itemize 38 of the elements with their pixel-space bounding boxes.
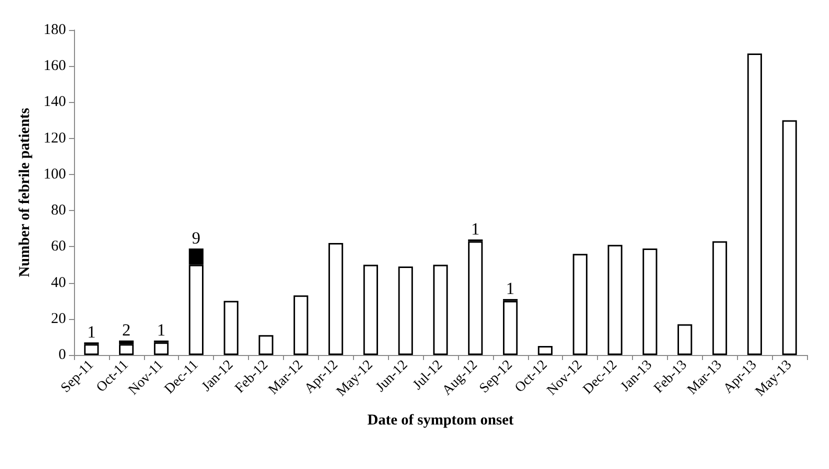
bar (468, 241, 483, 355)
data-label: 1 (506, 279, 515, 298)
y-tick-label: 160 (44, 58, 66, 74)
x-axis-title: Date of symptom onset (367, 412, 514, 428)
bar (712, 241, 728, 355)
data-label: 1 (87, 322, 96, 342)
bar (84, 344, 99, 355)
bar (608, 244, 622, 355)
y-tick-label: 120 (44, 130, 66, 146)
bar (572, 254, 588, 355)
y-tick-label: 20 (51, 310, 66, 327)
bar (258, 335, 274, 355)
bar (294, 295, 308, 355)
data-label: 2 (122, 320, 131, 340)
y-tick-label: 140 (44, 94, 66, 110)
bar (398, 266, 413, 355)
y-tick-label: 100 (44, 166, 66, 182)
bar (328, 243, 344, 355)
y-tick-label: 80 (51, 202, 66, 219)
data-label: 1 (157, 320, 166, 340)
y-axis-title: Number of febrile patients (17, 108, 34, 278)
bar (642, 248, 658, 355)
bar (502, 300, 518, 355)
bar (433, 264, 448, 355)
y-tick-label: 60 (51, 238, 66, 255)
bar (538, 346, 553, 355)
y-tick-label: 40 (51, 274, 66, 291)
bar (782, 120, 797, 355)
bar (224, 300, 238, 355)
bar (747, 53, 762, 355)
data-label: 9 (192, 228, 200, 248)
data-label: 1 (471, 219, 480, 238)
y-tick-label: 0 (58, 347, 66, 363)
bar (363, 264, 378, 355)
bar (678, 324, 692, 355)
y-tick-label: 180 (44, 22, 66, 38)
bar (119, 344, 134, 355)
bar (154, 342, 169, 355)
